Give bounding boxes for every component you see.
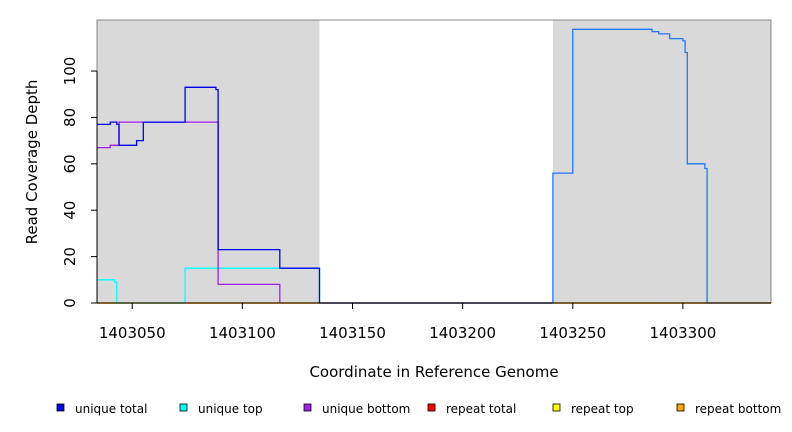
legend: unique total unique top unique bottom repea… bbox=[56, 402, 781, 416]
legend-label: repeat total bbox=[446, 402, 516, 416]
shaded-region-1 bbox=[97, 20, 320, 303]
y-tick-label: 20 bbox=[61, 247, 79, 266]
plot-background bbox=[97, 20, 771, 303]
x-tick-label: 1403300 bbox=[649, 324, 716, 342]
y-tick-label: 60 bbox=[61, 154, 79, 173]
x-axis: 1403050 1403100 1403150 1403200 1403250 14033… bbox=[97, 302, 771, 342]
y-tick-label: 100 bbox=[61, 57, 79, 86]
legend-swatch bbox=[427, 403, 436, 412]
y-axis: 0 20 40 60 80 100 bbox=[61, 57, 98, 308]
y-tick-label: 40 bbox=[61, 201, 79, 220]
y-axis-title: Read Coverage Depth bbox=[23, 80, 41, 245]
legend-label: repeat bottom bbox=[695, 402, 781, 416]
legend-swatch bbox=[676, 403, 685, 412]
legend-label: unique total bbox=[75, 402, 147, 416]
x-tick-label: 1403200 bbox=[429, 324, 496, 342]
legend-label: unique top bbox=[198, 402, 263, 416]
x-axis-title: Coordinate in Reference Genome bbox=[309, 363, 558, 381]
legend-swatch bbox=[303, 403, 312, 412]
x-tick-label: 1403150 bbox=[319, 324, 386, 342]
legend-item-unique-top: unique top bbox=[179, 402, 263, 416]
legend-swatch bbox=[179, 403, 188, 412]
x-tick-label: 1403100 bbox=[209, 324, 276, 342]
legend-item-repeat-total: repeat total bbox=[427, 402, 516, 416]
y-tick-label: 0 bbox=[61, 298, 79, 308]
legend-item-repeat-top: repeat top bbox=[552, 402, 634, 416]
x-tick-label: 1403050 bbox=[99, 324, 166, 342]
legend-swatch bbox=[552, 403, 561, 412]
legend-item-unique-total: unique total bbox=[56, 402, 147, 416]
shaded-region-2 bbox=[552, 20, 771, 303]
legend-label: unique bottom bbox=[322, 402, 410, 416]
series-unique-total bbox=[97, 86, 553, 304]
series-coverage-line bbox=[319, 28, 771, 304]
legend-item-repeat-bottom: repeat bottom bbox=[676, 402, 781, 416]
legend-label: repeat top bbox=[571, 402, 634, 416]
legend-swatch bbox=[56, 403, 65, 412]
y-tick-label: 80 bbox=[61, 108, 79, 127]
x-tick-label: 1403250 bbox=[539, 324, 606, 342]
series-unique-bottom bbox=[97, 121, 281, 303]
legend-item-unique-bottom: unique bottom bbox=[303, 402, 410, 416]
